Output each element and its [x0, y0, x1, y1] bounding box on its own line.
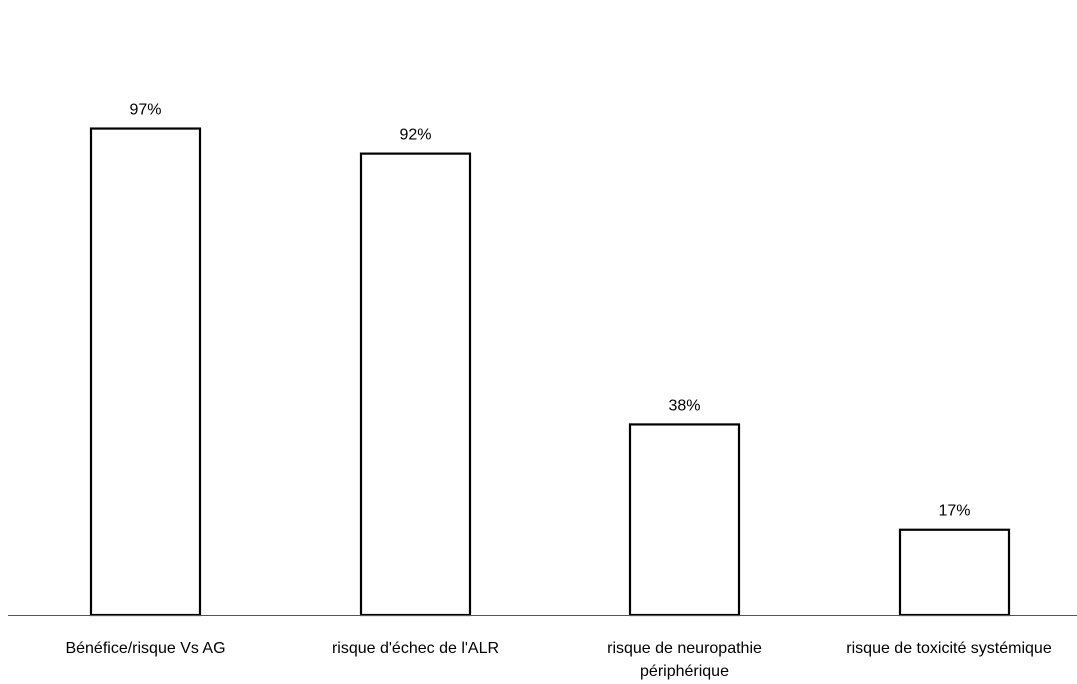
x-tick-label-4-line-1: risque de toxicité systémique — [846, 640, 1052, 657]
bars-layer — [89, 127, 1011, 617]
value-label-3: 38% — [668, 397, 700, 414]
x-tick-label-2-line-1: risque d'échec de l'ALR — [332, 640, 499, 657]
bar-1 — [89, 127, 202, 617]
value-label-4: 17% — [938, 503, 970, 520]
value-label-1: 97% — [129, 102, 161, 119]
x-tick-label-3-line-1: risque de neuropathie — [607, 640, 762, 657]
bar-4 — [898, 528, 1011, 617]
bar-3 — [628, 423, 741, 617]
x-tick-label-2: risque d'échec de l'ALR — [332, 640, 499, 657]
labels-layer: 97% 92% 38% 17% — [129, 102, 970, 520]
x-tick-label-1: Bénéfice/risque Vs AG — [65, 640, 225, 657]
x-tick-labels: Bénéfice/risque Vs AG risque d'échec de l… — [65, 640, 1051, 680]
x-tick-label-3: risque de neuropathie périphérique — [607, 640, 762, 680]
value-label-2: 92% — [399, 127, 431, 144]
x-tick-label-4: risque de toxicité systémique — [846, 640, 1052, 657]
x-tick-label-3-line-2: périphérique — [640, 663, 729, 680]
bar-2 — [359, 152, 472, 617]
x-tick-label-1-line-1: Bénéfice/risque Vs AG — [65, 640, 225, 657]
